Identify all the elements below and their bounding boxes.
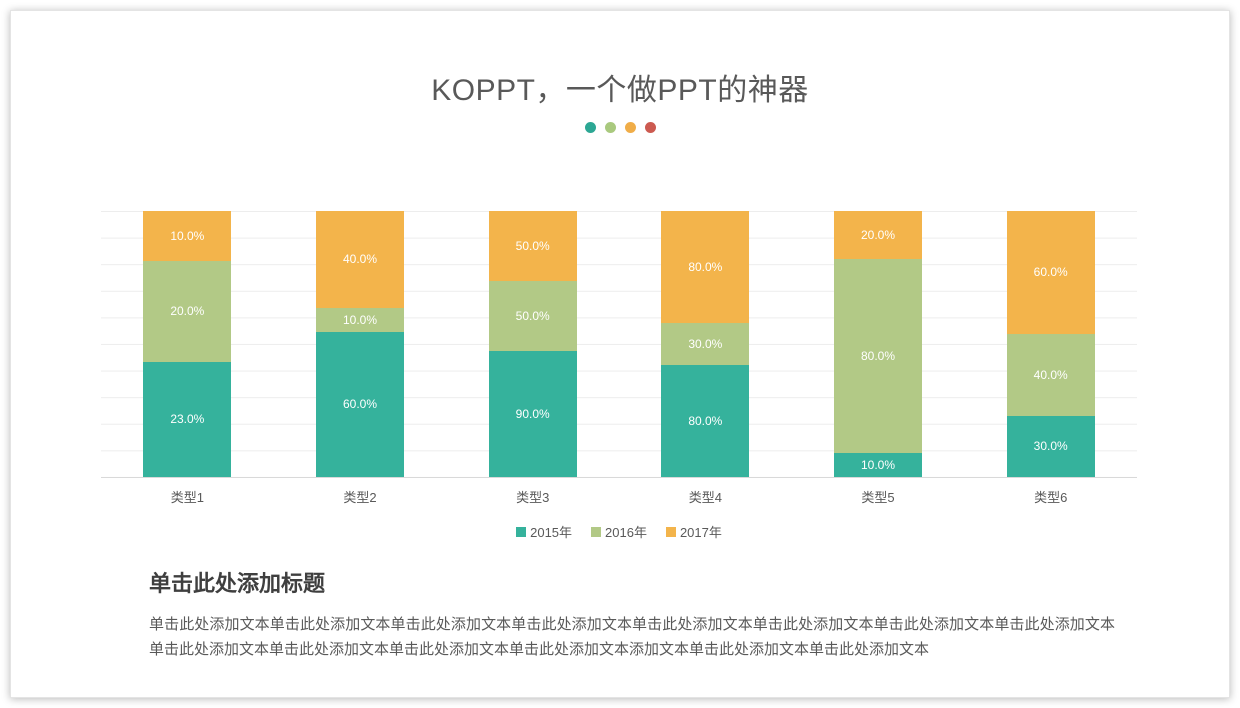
bar-segment: 60.0% — [315, 331, 405, 477]
legend-item: 2015年 — [516, 522, 572, 541]
legend-swatch — [591, 526, 602, 537]
slide-title: KOPPT，一个做PPT的神器 — [431, 74, 809, 107]
legend-item: 2016年 — [591, 522, 647, 541]
text-heading[interactable]: 单击此处添加标题 — [149, 571, 326, 596]
bar-stack-类型1[interactable]: 10.0% 20.0% 23.0% — [143, 211, 232, 477]
legend-label: 2016年 — [605, 525, 647, 540]
bar-segment-label: 80.0% — [688, 414, 723, 428]
bar-segment-label: 30.0% — [1033, 439, 1068, 454]
category-label: 类型4 — [688, 490, 722, 505]
legend-label: 2015年 — [530, 525, 573, 540]
bar-segment-label: 10.0% — [170, 229, 205, 244]
bar-segment: 50.0% — [488, 281, 577, 351]
chart-gridlines — [101, 211, 1137, 477]
bar-slot: 50.0% 50.0% 90.0% — [446, 211, 619, 477]
bar-segment: 80.0% — [661, 365, 750, 477]
bar-slot: 80.0% 30.0% 80.0% — [619, 211, 792, 477]
bar-segment-label: 90.0% — [515, 407, 550, 421]
bar-segment-label: 50.0% — [515, 239, 550, 253]
bar-segment-label: 80.0% — [861, 349, 896, 364]
slide: KOPPT，一个做PPT的神器 10.0% 20.0% 23.0% 40.0% 10.0… — [10, 10, 1230, 698]
bar-slot: 10.0% 20.0% 23.0% — [101, 211, 274, 477]
bar-segment: 60.0% — [1006, 211, 1095, 334]
bar-stack-类型6[interactable]: 60.0% 40.0% 30.0% — [1006, 211, 1095, 477]
accent-dots — [11, 122, 1229, 133]
bar-segment: 20.0% — [143, 261, 232, 362]
bar-segment: 30.0% — [661, 323, 750, 365]
bar-slot: 40.0% 10.0% 60.0% — [274, 211, 447, 477]
bar-segment: 40.0% — [1006, 333, 1095, 416]
bar-segment: 30.0% — [1006, 415, 1095, 477]
category-label: 类型1 — [170, 490, 204, 505]
legend-swatch — [665, 526, 676, 537]
category-label: 类型5 — [861, 490, 895, 505]
bar-segment: 90.0% — [488, 351, 577, 477]
bar-segment: 10.0% — [143, 211, 232, 262]
bar-segment: 10.0% — [833, 452, 923, 477]
bar-stack-类型5[interactable]: 20.0% 80.0% 10.0% — [833, 211, 923, 477]
bar-segment: 40.0% — [315, 211, 405, 308]
bar-stack-类型2[interactable]: 40.0% 10.0% 60.0% — [315, 211, 405, 477]
chart-legend: 2015年 2016年 2017年 — [101, 522, 1137, 541]
bar-segment-label: 30.0% — [688, 337, 723, 351]
chart-plot-area: 10.0% 20.0% 23.0% 40.0% 10.0% 60.0% 50.0% 50.0%… — [101, 211, 1137, 478]
bar-segment: 50.0% — [488, 211, 577, 281]
legend-label: 2017年 — [679, 525, 722, 540]
bar-segment-label: 40.0% — [1033, 367, 1068, 382]
bar-segment-label: 10.0% — [861, 457, 896, 472]
category-axis: 类型1 类型2 类型3 类型4 类型5 类型6 — [101, 487, 1137, 506]
bar-stack-类型3[interactable]: 50.0% 50.0% 90.0% — [488, 211, 577, 477]
bar-segment-label: 40.0% — [342, 252, 378, 267]
bar-segment-label: 20.0% — [170, 304, 205, 319]
bar-segment-label: 50.0% — [515, 309, 550, 323]
bar-segment-label: 23.0% — [170, 412, 205, 427]
accent-dot — [584, 122, 596, 133]
accent-dot — [624, 122, 636, 133]
bar-segment: 23.0% — [143, 361, 232, 477]
bar-segment-label: 20.0% — [861, 228, 896, 243]
stacked-bar-chart[interactable]: 10.0% 20.0% 23.0% 40.0% 10.0% 60.0% 50.0% 50.0%… — [101, 211, 1137, 541]
chart-bars: 10.0% 20.0% 23.0% 40.0% 10.0% 60.0% 50.0% 50.0%… — [101, 211, 1137, 477]
accent-dot — [644, 122, 656, 133]
bar-segment-label: 60.0% — [342, 397, 378, 412]
bar-segment: 10.0% — [315, 307, 405, 332]
category-label: 类型2 — [343, 490, 377, 505]
bar-segment: 80.0% — [661, 211, 750, 323]
legend-swatch — [516, 526, 527, 537]
category-label: 类型6 — [1034, 490, 1068, 505]
bar-slot: 20.0% 80.0% 10.0% — [792, 211, 965, 477]
category-label: 类型3 — [516, 490, 550, 505]
bar-segment-label: 80.0% — [688, 260, 723, 274]
bar-segment-label: 60.0% — [1033, 265, 1068, 280]
bar-segment: 80.0% — [833, 259, 923, 453]
accent-dot — [604, 122, 616, 133]
text-placeholder-block[interactable]: 单击此处添加标题 单击此处添加文本单击此处添加文本单击此处添加文本单击此处添加文… — [149, 566, 1115, 662]
bar-stack-类型4[interactable]: 80.0% 30.0% 80.0% — [661, 211, 750, 477]
bar-slot: 60.0% 40.0% 30.0% — [964, 211, 1137, 477]
legend-item: 2017年 — [665, 522, 722, 541]
text-body[interactable]: 单击此处添加文本单击此处添加文本单击此处添加文本单击此处添加文本单击此处添加文本… — [149, 616, 1115, 658]
bar-segment: 20.0% — [833, 211, 923, 260]
bar-segment-label: 10.0% — [342, 312, 378, 327]
